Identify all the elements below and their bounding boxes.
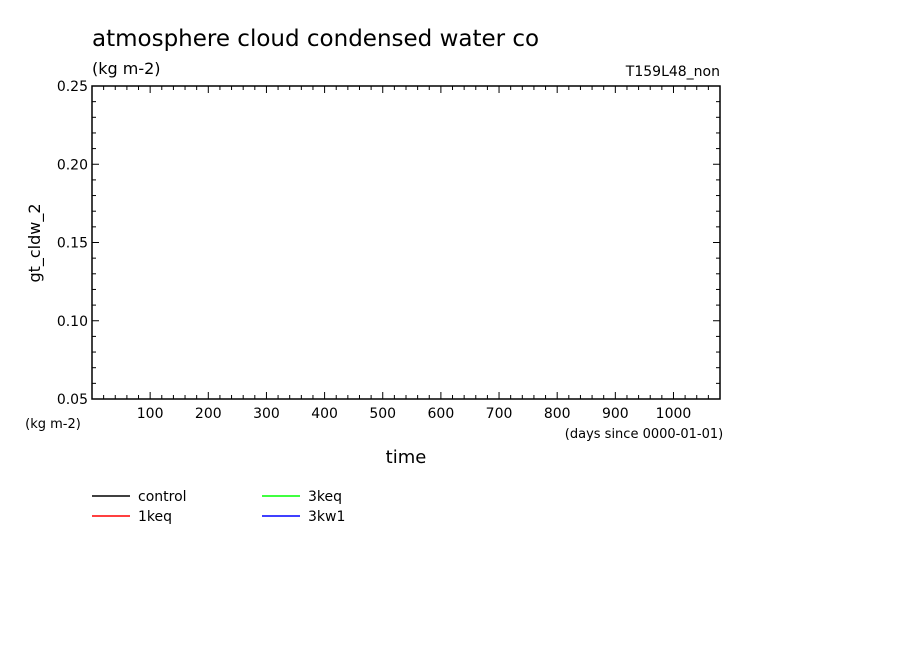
x-tick-label: 900 [602,406,629,422]
y-axis-ticks: 0.05 0.10 0.15 0.20 0.25 [57,79,720,408]
x-tick-label: 300 [253,406,280,422]
x-units-label: (days since 0000-01-01) [565,427,723,442]
chart-title: atmosphere cloud condensed water co [92,26,539,52]
x-tick-label: 200 [195,406,222,422]
legend-label-control: control [138,489,187,505]
chart-units: (kg m-2) [92,59,161,78]
x-axis-ticks: 100 200 300 400 500 600 700 800 900 1000 [103,86,709,422]
x-tick-label: 800 [544,406,571,422]
x-tick-label: 100 [137,406,164,422]
y-tick-label: 0.10 [57,314,88,330]
x-tick-label: 500 [369,406,396,422]
y-tick-label: 0.05 [57,392,88,408]
y-tick-label: 0.25 [57,79,88,95]
legend-label-3keq: 3keq [308,489,342,505]
y-tick-label: 0.20 [57,157,88,173]
x-tick-label: 700 [486,406,513,422]
x-axis-label: time [386,447,427,468]
x-tick-label: 1000 [656,406,692,422]
run-label: T159L48_non [625,64,720,80]
x-tick-label: 600 [428,406,455,422]
y-axis-label: gt_cldw_2 [25,203,45,282]
x-tick-label: 400 [311,406,338,422]
plot-area [91,85,721,400]
y-units-label: (kg m-2) [25,417,81,432]
legend-label-1keq: 1keq [138,509,172,525]
legend: control 1keq 3keq 3kw1 [92,489,345,525]
legend-label-3kw1: 3kw1 [308,509,345,525]
y-tick-label: 0.15 [57,236,88,252]
